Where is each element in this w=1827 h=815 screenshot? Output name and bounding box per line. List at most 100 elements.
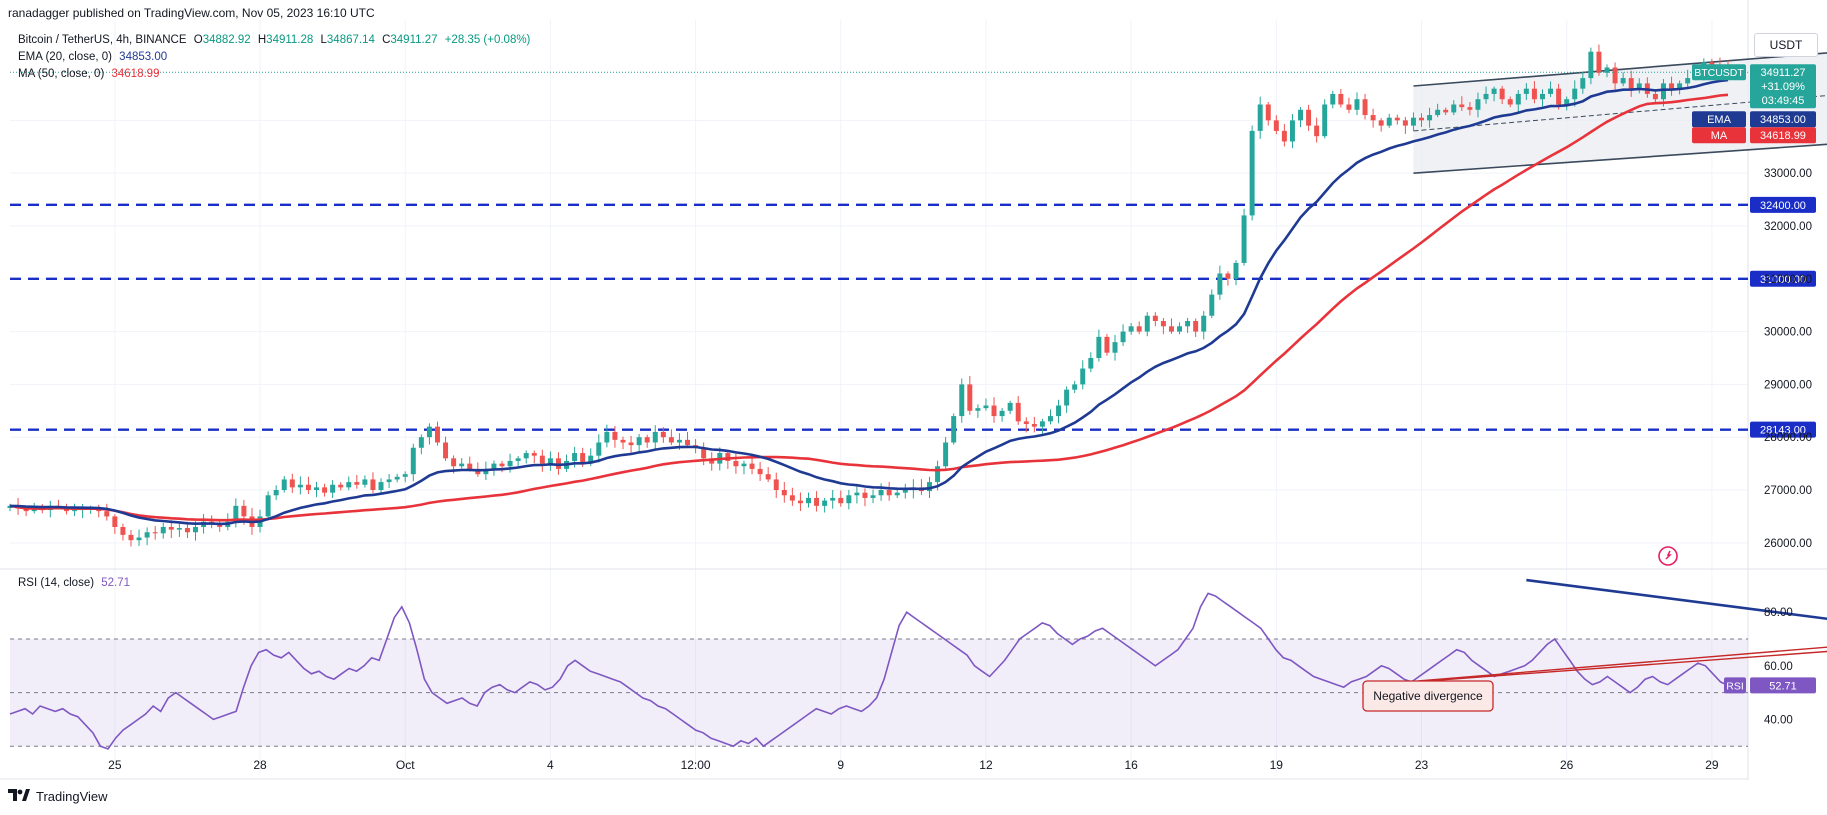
candle-body bbox=[733, 460, 739, 467]
candle-body bbox=[612, 431, 618, 440]
symbol-legend[interactable]: Bitcoin / TetherUS, 4h, BINANCE O34882.9… bbox=[18, 34, 530, 46]
currency-button[interactable]: USDT bbox=[1754, 33, 1818, 57]
candle-body bbox=[1612, 67, 1618, 84]
candle-body bbox=[1435, 109, 1441, 116]
candle-body bbox=[1419, 117, 1424, 121]
ema-value-label: 34853.00 bbox=[1760, 114, 1806, 126]
candle-body bbox=[1257, 104, 1263, 131]
time-tick-label: 29 bbox=[1705, 758, 1719, 772]
candle-body bbox=[362, 479, 368, 485]
candle-body bbox=[233, 505, 239, 522]
candle-body bbox=[1072, 384, 1078, 390]
candle-body bbox=[1451, 104, 1457, 113]
ema-tag bbox=[1692, 111, 1746, 128]
candle-body bbox=[1459, 104, 1465, 108]
channel-lower-line bbox=[1413, 143, 1827, 174]
time-tick-label: 28 bbox=[253, 758, 267, 772]
candle-body bbox=[1104, 336, 1110, 353]
footer-brand[interactable]: TradingView bbox=[8, 788, 108, 804]
candle-body bbox=[991, 405, 997, 417]
candle-body bbox=[1370, 115, 1376, 121]
ma-legend[interactable]: MA (50, close, 0) 34618.99 bbox=[18, 68, 159, 80]
time-tick-label: 16 bbox=[1124, 758, 1138, 772]
candle-body bbox=[346, 482, 352, 488]
rsi-tick-label: 40.00 bbox=[1764, 714, 1793, 726]
candle-body bbox=[596, 442, 602, 456]
candle-body bbox=[1281, 130, 1287, 142]
candle-body bbox=[1007, 402, 1013, 411]
price-tick-label: 29000.00 bbox=[1764, 379, 1812, 391]
moving-averages bbox=[9, 78, 1729, 526]
price-pane[interactable]: 32400.00 31000.00 28143.00 26000.00 27000.0… bbox=[7, 0, 1827, 780]
candle-body bbox=[927, 482, 932, 492]
candle-body bbox=[289, 479, 295, 488]
alert-icon[interactable] bbox=[1658, 546, 1678, 566]
candle-body bbox=[572, 453, 578, 461]
rsi-pane[interactable]: RSI 52.71 40.00 60.00 80.00 Negative diverg… bbox=[9, 578, 1827, 750]
ohlc-high: H34911.28 bbox=[257, 34, 314, 46]
candle-body bbox=[894, 492, 900, 496]
ohlc-low: L34867.14 bbox=[320, 34, 375, 46]
symbol-name: Bitcoin / TetherUS, 4h, BINANCE bbox=[18, 34, 187, 46]
candle-body bbox=[193, 526, 199, 533]
candle-body bbox=[1467, 107, 1473, 110]
candle-body bbox=[999, 410, 1005, 417]
candle-body bbox=[1031, 423, 1037, 427]
support-level-tag bbox=[1750, 196, 1816, 213]
candle-body bbox=[1556, 88, 1562, 105]
candle-body bbox=[789, 495, 795, 501]
rsi-legend[interactable]: RSI (14, close) 52.71 bbox=[18, 577, 130, 589]
support-level-label: 32400.00 bbox=[1760, 200, 1806, 212]
candle-body bbox=[217, 524, 223, 527]
tradingview-logo-icon bbox=[8, 788, 30, 804]
candle-body bbox=[604, 431, 610, 443]
candle-body bbox=[1491, 88, 1497, 94]
candle-body bbox=[1088, 357, 1094, 369]
candle-body bbox=[1628, 78, 1634, 89]
ema-legend[interactable]: EMA (20, close, 0) 34853.00 bbox=[18, 51, 167, 63]
candle-body bbox=[31, 508, 37, 512]
ohlc-close: C34911.27 bbox=[382, 34, 438, 46]
footer-brand-label: TradingView bbox=[36, 788, 108, 804]
negative-divergence-annotation[interactable]: Negative divergence bbox=[1362, 641, 1827, 712]
candle-body bbox=[467, 463, 473, 469]
symbol-tag bbox=[1692, 64, 1746, 81]
rsi-tag bbox=[1724, 677, 1746, 694]
candle-body bbox=[701, 447, 707, 459]
published-header: ranadagger published on TradingView.com,… bbox=[8, 6, 375, 20]
candle-body bbox=[499, 463, 505, 467]
rsi-label: RSI (14, close) bbox=[18, 577, 95, 589]
candle-body bbox=[160, 526, 166, 534]
candle-body bbox=[846, 495, 852, 504]
candle-body bbox=[128, 534, 134, 541]
candle-body bbox=[1193, 321, 1199, 332]
candle-body bbox=[814, 497, 820, 506]
candle-body bbox=[749, 463, 755, 469]
rsi-axis[interactable]: 40.00 60.00 80.00 bbox=[1764, 607, 1793, 726]
candle-body bbox=[1160, 321, 1166, 327]
price-tick-label: 27000.00 bbox=[1764, 485, 1812, 497]
candle-body bbox=[1209, 294, 1215, 316]
candle-body bbox=[1249, 130, 1255, 216]
candle-body bbox=[1604, 67, 1610, 73]
candle-body bbox=[935, 466, 941, 483]
candle-body bbox=[330, 484, 336, 493]
candle-body bbox=[628, 442, 634, 446]
candle-body bbox=[620, 439, 626, 443]
candle-body bbox=[757, 468, 763, 475]
candle-body bbox=[305, 484, 311, 491]
candle-body bbox=[1475, 99, 1481, 110]
time-tick-label: Oct bbox=[396, 758, 415, 772]
candle-body bbox=[862, 492, 868, 498]
candle-body bbox=[297, 484, 303, 488]
last-price-tag bbox=[1750, 64, 1816, 109]
candle-body bbox=[773, 479, 779, 491]
rsi-tag-label: RSI bbox=[1726, 680, 1744, 692]
rsi-value-tag bbox=[1750, 677, 1816, 694]
candle-body bbox=[1064, 389, 1070, 406]
price-axis[interactable]: 26000.00 27000.00 28000.00 29000.00 30000.00… bbox=[1764, 115, 1812, 549]
time-tick-label: 23 bbox=[1415, 758, 1429, 772]
candle-body bbox=[418, 437, 424, 448]
